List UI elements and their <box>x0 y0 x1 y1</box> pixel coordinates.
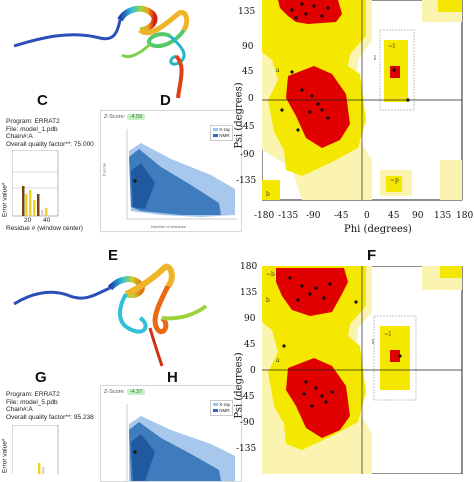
rama-ytick: -45 <box>240 392 255 402</box>
rama-xtick: -90 <box>306 211 321 221</box>
panel-label-f: F <box>367 247 377 264</box>
errat-chain: Chain#:A <box>6 133 33 141</box>
svg-text:l: l <box>374 55 376 62</box>
legend-nmr: NMR <box>219 408 230 413</box>
rama-xtick: 180 <box>456 211 474 221</box>
rama-ytick: 180 <box>240 262 258 272</box>
zscore-legend: X-ray NMR <box>209 125 233 141</box>
errat-quality: Overall quality factor**: 75.000 <box>6 140 94 148</box>
legend-nmr: NMR <box>219 133 230 138</box>
svg-text:~l: ~l <box>384 331 391 338</box>
rama-xtick: -45 <box>334 211 349 221</box>
errat-xlabel-top: Residue # (window center) <box>6 225 83 232</box>
panel-label-g: G <box>35 369 47 386</box>
zscore-value: -4.37 <box>126 389 146 395</box>
rama-ytick: -45 <box>240 122 255 132</box>
rama-xlabel-top: Phi (degrees) <box>344 224 412 235</box>
svg-text:~l: ~l <box>388 43 395 50</box>
zscore-legend: X-ray NMR <box>209 400 233 416</box>
errat-ylabel-bottom: Error value* <box>1 438 9 473</box>
protein-structure-model-5 <box>13 263 208 367</box>
zscore-label: Z-Score: <box>104 114 126 120</box>
rama-xtick: 0 <box>364 211 370 221</box>
panel-label-h: H <box>167 369 178 386</box>
rama-ytick: -135 <box>236 444 257 454</box>
panel-label-e: E <box>108 247 119 264</box>
rama-xtick: 135 <box>434 211 452 221</box>
svg-text:~b: ~b <box>266 271 275 278</box>
svg-text:b: b <box>266 191 270 198</box>
rama-ytick: -90 <box>240 418 255 428</box>
errat-header-top: Program: ERRAT2 File: model_1.pdb Chain#… <box>6 118 94 148</box>
zscore-scatter-bottom <box>126 404 235 481</box>
zscore-plot-top: Z-Score: -4.59 X-ray NMR Number of resid… <box>100 110 242 232</box>
rama-ytick: -90 <box>240 150 255 160</box>
errat-xtick-40: 40 <box>43 217 51 224</box>
rama-ytick: 45 <box>244 340 256 350</box>
panel-label-c: C <box>37 92 48 109</box>
zscore-xlabel: Number of residues <box>151 224 186 229</box>
errat-header-bottom: Program: ERRAT2 File: model_5.pdb Chain#… <box>6 391 94 421</box>
errat-program: Program: ERRAT2 <box>6 118 60 125</box>
rama-ylabel-top: Psi (degrees) <box>233 82 245 149</box>
svg-text:b: b <box>266 297 270 304</box>
svg-text:a: a <box>276 67 280 74</box>
rama-xtick: -135 <box>278 211 299 221</box>
rama-ytick: 45 <box>242 67 254 77</box>
rama-ytick: 90 <box>244 314 256 324</box>
legend-xray: X-ray <box>219 127 230 132</box>
errat-ylabel-top: Error value* <box>1 182 9 217</box>
protein-structure-model-1 <box>13 5 190 99</box>
zscore-ylabel: Z-score <box>101 162 107 177</box>
rama-ytick: 0 <box>248 94 254 104</box>
svg-text:l: l <box>372 339 374 346</box>
errat-chart-bottom <box>12 425 59 474</box>
rama-ytick: 90 <box>242 42 254 52</box>
errat-chain: Chain#:A <box>6 406 33 414</box>
errat-xtick-20: 20 <box>24 217 32 224</box>
rama-xtick: -180 <box>254 211 275 221</box>
ramachandran-plot-top: a ~l l ~p b <box>262 0 463 201</box>
errat-program: Program: ERRAT2 <box>6 391 60 398</box>
zscore-scatter-top <box>126 129 237 220</box>
errat-quality: Overall quality factor**: 95.238 <box>6 413 94 421</box>
rama-ytick: -135 <box>236 176 257 186</box>
panel-label-d: D <box>160 92 171 109</box>
zscore-value: -4.59 <box>126 114 146 120</box>
rama-ylabel-bottom: Psi (degrees) <box>233 352 245 419</box>
zscore-plot-bottom: Z-Score: -4.37 X-ray NMR <box>100 385 242 482</box>
errat-file: File: model_1.pdb <box>6 125 58 133</box>
legend-xray: X-ray <box>219 402 230 407</box>
svg-text:~p: ~p <box>390 177 399 184</box>
rama-ytick: 135 <box>240 288 258 298</box>
zscore-label: Z-Score: <box>104 389 126 395</box>
errat-chart-top <box>12 150 59 217</box>
rama-ytick: 0 <box>250 366 256 376</box>
svg-text:a: a <box>276 357 280 364</box>
rama-xtick: 45 <box>388 211 400 221</box>
ramachandran-plot-bottom: ~b b a ~l l <box>262 266 463 474</box>
rama-ytick: 135 <box>238 7 256 17</box>
rama-xtick: 90 <box>412 211 424 221</box>
errat-file: File: model_5.pdb <box>6 398 58 406</box>
